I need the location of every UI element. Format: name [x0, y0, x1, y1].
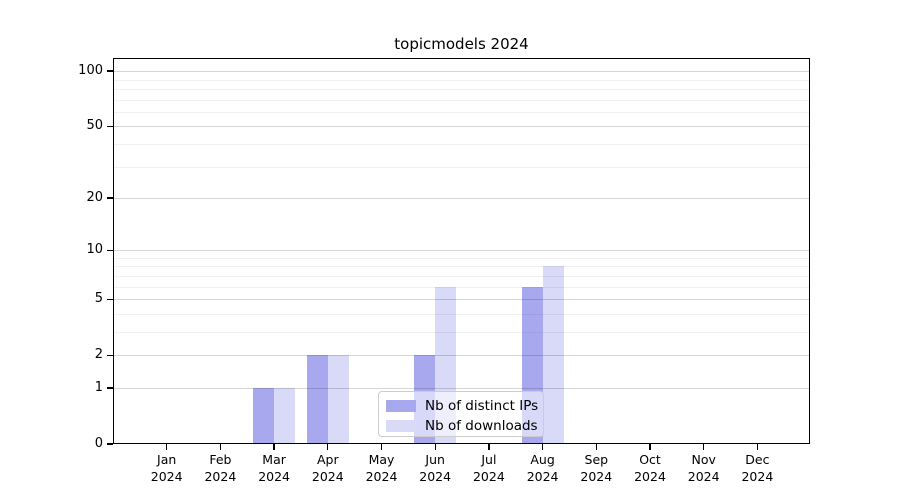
- gridline-major-20: [113, 198, 810, 199]
- x-tick-month-sep: Sep: [584, 452, 609, 467]
- x-tick-year-dec: 2024: [741, 468, 774, 484]
- gridline-major-100: [113, 71, 810, 73]
- chart-title: topicmodels 2024: [394, 35, 529, 53]
- x-tick-label-feb: Feb 2024: [192, 452, 248, 485]
- gridline-minor-3: [113, 331, 810, 333]
- gridline-minor-30: [113, 166, 810, 168]
- gridline-major-5: [113, 299, 810, 301]
- x-tick-month-apr: Apr: [316, 452, 339, 467]
- legend-label-distinct-ips: Nb of distinct IPs: [425, 398, 539, 414]
- gridline-minor-70: [113, 99, 810, 101]
- legend-item-downloads: Nb of downloads: [386, 417, 538, 435]
- x-tick-mar: [273, 444, 275, 450]
- gridline-minor-8: [113, 266, 810, 268]
- y-tick-label-20: 20: [86, 190, 103, 205]
- x-tick-year-jun: 2024: [419, 468, 452, 484]
- y-tick-label-50: 50: [86, 118, 103, 134]
- y-tick-label-5: 5: [94, 291, 103, 307]
- x-tick-label-aug: Aug 2024: [515, 452, 571, 485]
- x-tick-label-jan: Jan 2024: [139, 452, 195, 485]
- x-tick-jun: [434, 444, 436, 450]
- y-tick-label-0: 0: [94, 436, 103, 451]
- gridline-minor-9: [113, 257, 810, 259]
- x-tick-jul: [488, 444, 490, 450]
- x-tick-label-sep: Sep 2024: [568, 452, 624, 485]
- legend-swatch-distinct-ips: [386, 400, 416, 412]
- gridline-major-1: [113, 387, 810, 389]
- x-tick-month-dec: Dec: [745, 452, 770, 467]
- gridline-minor-60: [113, 111, 810, 113]
- x-tick-month-jul: Jul: [481, 452, 497, 467]
- x-tick-aug: [541, 444, 544, 450]
- gridline-minor-40: [113, 143, 810, 145]
- y-tick-label-10: 10: [86, 242, 103, 258]
- x-tick-month-feb: Feb: [209, 452, 232, 467]
- x-tick-year-jul: 2024: [472, 468, 505, 484]
- legend-item-distinct-ips: Nb of distinct IPs: [386, 397, 539, 415]
- x-tick-year-jan: 2024: [150, 468, 183, 484]
- y-tick-label-100: 100: [78, 63, 103, 79]
- gridline-major-50: [113, 126, 810, 128]
- x-tick-label-oct: Oct 2024: [622, 452, 678, 485]
- x-tick-label-jun: Jun 2024: [407, 452, 463, 485]
- gridline-major-10: [113, 250, 810, 252]
- gridline-major-2: [113, 355, 810, 357]
- x-tick-label-jul: Jul 2024: [461, 452, 517, 485]
- x-tick-month-jan: Jan: [157, 452, 177, 467]
- x-tick-month-nov: Nov: [691, 452, 716, 467]
- x-tick-apr: [327, 444, 329, 450]
- y-tick-label-2: 2: [94, 347, 103, 363]
- x-tick-month-oct: Oct: [639, 452, 661, 467]
- x-tick-month-jun: Jun: [425, 452, 445, 467]
- x-tick-sep: [595, 444, 597, 450]
- x-tick-dec: [756, 444, 759, 450]
- bar-nb-of-downloads-aug: [542, 266, 564, 444]
- bar-nb-of-distinct-ips-mar: [253, 388, 275, 444]
- legend-label-downloads: Nb of downloads: [425, 418, 538, 434]
- x-tick-nov: [703, 444, 705, 450]
- x-tick-month-may: May: [368, 452, 395, 467]
- gridline-minor-6: [113, 286, 810, 288]
- bar-nb-of-downloads-apr: [327, 355, 349, 444]
- x-tick-year-aug: 2024: [526, 468, 559, 484]
- x-tick-year-mar: 2024: [258, 468, 290, 484]
- legend: Nb of distinct IPs Nb of downloads: [378, 391, 544, 437]
- x-tick-month-mar: Mar: [262, 452, 286, 467]
- gridline-minor-80: [113, 88, 810, 90]
- gridline-minor-7: [113, 275, 810, 277]
- x-tick-label-mar: Mar 2024: [246, 452, 302, 485]
- x-tick-label-apr: Apr 2024: [300, 452, 356, 485]
- plot-area: Nb of distinct IPs Nb of downloads: [113, 58, 810, 444]
- bar-nb-of-downloads-mar: [274, 388, 296, 444]
- x-tick-label-nov: Nov 2024: [676, 452, 732, 485]
- x-tick-year-feb: 2024: [204, 468, 237, 484]
- x-tick-oct: [649, 444, 651, 450]
- x-tick-label-may: May 2024: [354, 452, 410, 485]
- legend-swatch-downloads: [386, 420, 416, 432]
- x-tick-label-dec: Dec 2024: [729, 452, 785, 485]
- x-tick-year-may: 2024: [365, 468, 398, 484]
- x-tick-year-nov: 2024: [687, 468, 720, 484]
- x-tick-month-aug: Aug: [530, 452, 555, 467]
- x-tick-feb: [219, 444, 222, 450]
- x-tick-jan: [166, 444, 168, 450]
- y-tick-label-1: 1: [94, 379, 103, 395]
- gridline-minor-4: [113, 313, 810, 315]
- bar-nb-of-distinct-ips-apr: [306, 355, 328, 444]
- x-tick-may: [380, 444, 383, 450]
- x-tick-year-oct: 2024: [634, 468, 666, 484]
- x-tick-year-apr: 2024: [311, 468, 344, 484]
- gridline-minor-90: [113, 79, 810, 81]
- x-tick-year-sep: 2024: [580, 468, 613, 484]
